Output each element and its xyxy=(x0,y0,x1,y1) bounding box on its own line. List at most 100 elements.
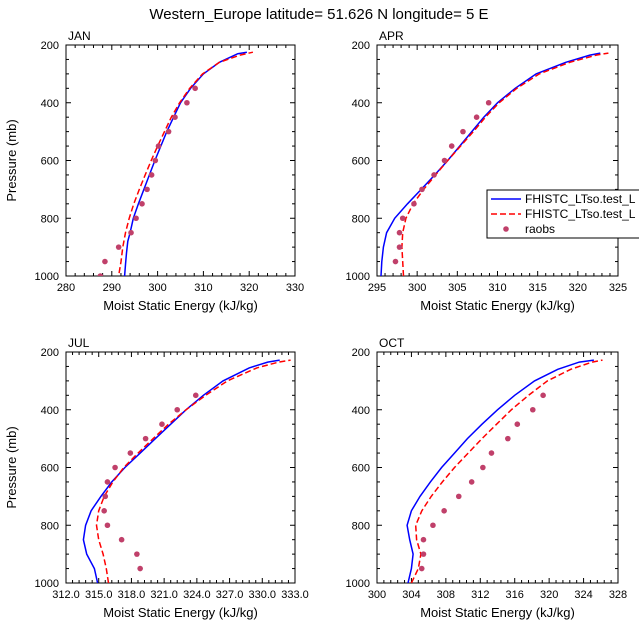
y-tick-label: 1000 xyxy=(35,271,59,283)
series-line-dashed xyxy=(118,51,254,274)
raobs-point xyxy=(172,114,178,120)
y-tick-label: 400 xyxy=(41,405,59,417)
y-tick-label: 800 xyxy=(41,520,59,532)
y-tick-label: 600 xyxy=(41,463,59,475)
x-tick-label: 310 xyxy=(194,282,212,294)
series-group xyxy=(82,359,291,583)
y-tick-label: 1000 xyxy=(346,271,370,283)
series-group xyxy=(97,51,254,276)
raobs-point xyxy=(115,244,122,250)
raobs-point xyxy=(184,99,190,106)
x-tick-label: 318.0 xyxy=(118,589,146,601)
raobs-point xyxy=(419,186,425,193)
x-tick-label: 321.0 xyxy=(150,589,178,601)
y-tick-label: 800 xyxy=(41,213,59,225)
x-tick-label: 324 xyxy=(574,589,592,601)
series-line-dashed xyxy=(401,52,609,276)
x-tick-label: 300 xyxy=(368,589,386,601)
figure-title: Western_Europe latitude= 51.626 N longit… xyxy=(149,6,488,23)
x-tick-label: 305 xyxy=(448,282,466,294)
plot-frame xyxy=(65,351,296,584)
raobs-point xyxy=(392,258,399,265)
plot-frame xyxy=(376,351,619,584)
x-tick-label: 290 xyxy=(103,282,121,294)
x-axis-label: Moist Static Energy (kJ/kg) xyxy=(420,605,575,620)
series-group xyxy=(406,359,603,583)
raobs-point xyxy=(455,493,462,500)
plot-frame xyxy=(65,44,296,277)
x-tick-label: 315 xyxy=(528,282,546,294)
raobs-point xyxy=(430,522,436,529)
x-tick-label: 304 xyxy=(402,589,420,601)
raobs-point xyxy=(134,551,140,557)
raobs-point xyxy=(418,565,425,572)
x-tick-label: 312.0 xyxy=(52,589,80,601)
panel-title: OCT xyxy=(379,336,405,350)
x-axis-label: Moist Static Energy (kJ/kg) xyxy=(420,298,575,313)
x-tick-label: 330 xyxy=(286,282,304,294)
series-line-solid xyxy=(123,51,248,276)
series-line-dashed xyxy=(95,359,291,583)
panel-jan: JAN 280 290 300 310 320 330 200 400 600 800 1000 Moi… xyxy=(4,29,304,313)
series-line-dashed xyxy=(410,359,603,583)
y-tick-label: 200 xyxy=(41,347,59,359)
raobs-point xyxy=(540,392,546,399)
panel-title: JAN xyxy=(68,29,91,43)
x-tick-label: 280 xyxy=(57,282,75,294)
plot-frame xyxy=(376,44,619,277)
y-tick-label: 200 xyxy=(352,347,370,359)
panel-title: APR xyxy=(379,29,404,43)
x-tick-label: 325 xyxy=(609,282,627,294)
legend-label: raobs xyxy=(525,222,555,236)
series-line-solid xyxy=(82,359,280,583)
y-axis-label: Pressure (mb) xyxy=(4,426,19,508)
x-axis-label: Moist Static Energy (kJ/kg) xyxy=(103,605,258,620)
y-tick-label: 200 xyxy=(352,40,370,52)
raobs-point xyxy=(148,172,155,178)
raobs-point xyxy=(101,508,107,514)
raobs-point xyxy=(104,479,111,485)
raobs-point xyxy=(441,508,447,514)
raobs-point xyxy=(112,464,118,471)
x-tick-label: 327.0 xyxy=(216,589,244,601)
raobs-point xyxy=(128,229,134,236)
raobs-point xyxy=(102,493,109,500)
panel-oct: OCT 300 304 308 312 316 320 324 328 200 400 600 800 1… xyxy=(346,336,628,620)
legend-label: FHISTC_LTso.test_L xyxy=(525,207,636,221)
x-axis-label: Moist Static Energy (kJ/kg) xyxy=(103,298,258,313)
raobs-point xyxy=(485,99,492,106)
raobs-point xyxy=(399,215,406,222)
y-tick-label: 200 xyxy=(41,40,59,52)
series-line-solid xyxy=(380,52,601,276)
raobs-point xyxy=(448,143,455,149)
y-tick-label: 400 xyxy=(352,98,370,110)
raobs-point xyxy=(411,201,417,207)
raobs-point xyxy=(137,565,143,572)
raobs-point xyxy=(155,143,162,149)
raobs-point xyxy=(431,172,437,178)
raobs-point xyxy=(97,273,104,276)
y-tick-label: 400 xyxy=(41,98,59,110)
x-tick-label: 320 xyxy=(540,589,558,601)
series-group xyxy=(380,52,609,276)
panels: JAN 280 290 300 310 320 330 200 400 600 800 1000 Moi… xyxy=(4,29,627,620)
raobs-point xyxy=(139,201,145,207)
x-tick-label: 300 xyxy=(408,282,426,294)
raobs-point xyxy=(420,551,427,557)
raobs-point xyxy=(174,406,181,413)
panel-title: JUL xyxy=(68,336,90,350)
legend-label: FHISTC_LTso.test_L xyxy=(525,192,636,206)
raobs-point xyxy=(159,421,165,427)
y-tick-label: 1000 xyxy=(35,578,59,590)
raobs-point xyxy=(192,392,199,399)
x-tick-label: 316 xyxy=(506,589,524,601)
raobs-point xyxy=(118,536,125,543)
raobs-point xyxy=(460,128,466,135)
raobs-point xyxy=(142,435,149,442)
raobs-point xyxy=(441,157,448,164)
x-tick-label: 315.0 xyxy=(85,589,113,601)
raobs-point xyxy=(102,258,108,265)
x-tick-label: 312 xyxy=(471,589,489,601)
raobs-point xyxy=(396,244,403,250)
